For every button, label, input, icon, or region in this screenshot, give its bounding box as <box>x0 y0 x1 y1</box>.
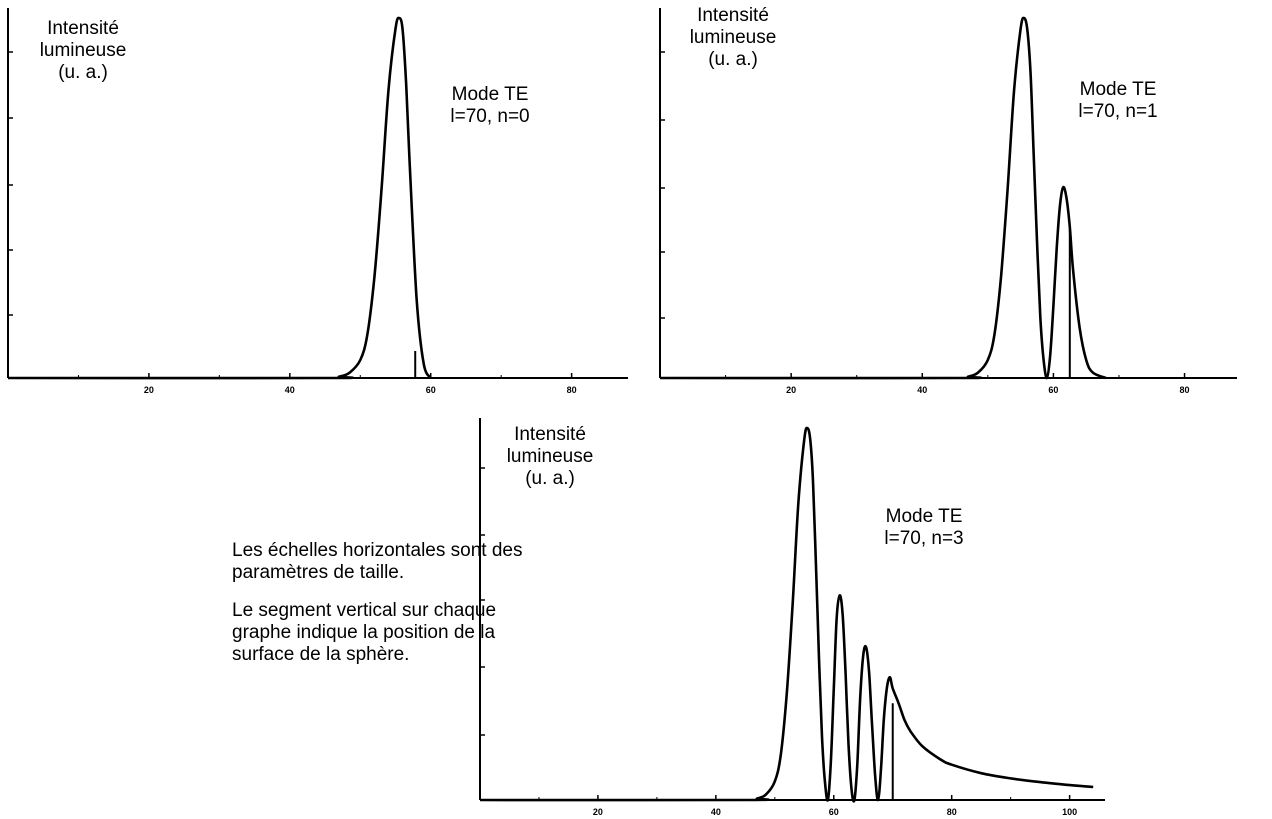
chart-top-left: 20 40 60 80 <box>7 8 628 395</box>
y-axis-label-bottom: Intensité lumineuse (u. a.) <box>506 424 594 489</box>
explanatory-note: Les échelles horizontales sont des param… <box>232 540 532 666</box>
note-line: Les échelles horizontales sont des <box>232 540 523 561</box>
x-tick-label: 60 <box>426 385 436 395</box>
x-tick-label: 100 <box>1062 807 1077 817</box>
note-line: paramètres de taille. <box>232 562 405 583</box>
chart-bottom: 20 40 60 80 100 <box>479 418 1105 817</box>
note-line: graphe indique la position de la <box>232 622 496 643</box>
intensity-curve <box>479 426 1094 803</box>
mode-annotation-top-left: Mode TE l=70, n=0 <box>450 84 530 127</box>
x-tick-label: 20 <box>144 385 154 395</box>
x-tick-label: 80 <box>567 385 577 395</box>
intensity-curve <box>7 16 432 380</box>
mode-annotation-top-right: Mode TE l=70, n=1 <box>1078 79 1158 122</box>
x-tick-label: 40 <box>917 385 927 395</box>
x-tick-label: 40 <box>285 385 295 395</box>
x-tick-label: 20 <box>786 385 796 395</box>
y-axis-label-top-right: Intensité lumineuse (u. a.) <box>689 5 777 70</box>
mode-annotation-bottom: Mode TE l=70, n=3 <box>884 506 964 549</box>
y-axis-label-top-left: Intensité lumineuse (u. a.) <box>39 18 127 83</box>
note-line: Le segment vertical sur chaque <box>232 600 497 621</box>
x-tick-label: 80 <box>1180 385 1190 395</box>
note-line: surface de la sphère. <box>232 644 410 665</box>
x-tick-label: 40 <box>711 807 721 817</box>
x-tick-label: 80 <box>947 807 957 817</box>
x-tick-label: 60 <box>1048 385 1058 395</box>
intensity-curve <box>659 16 1107 380</box>
x-tick-label: 60 <box>829 807 839 817</box>
chart-top-right: 20 40 60 80 <box>659 8 1237 395</box>
x-tick-label: 20 <box>593 807 603 817</box>
